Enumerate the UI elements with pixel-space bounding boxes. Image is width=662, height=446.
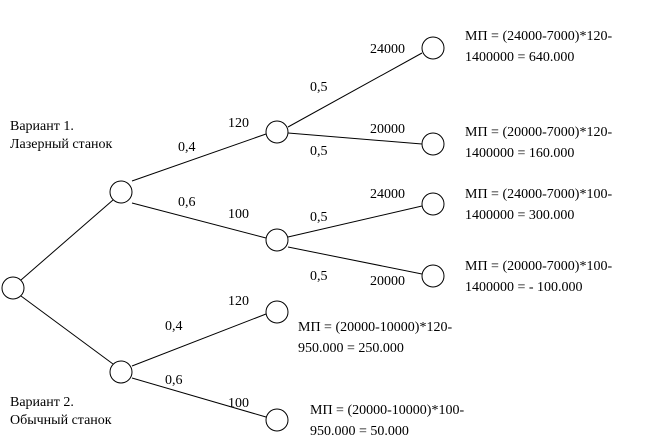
- edge-label: 0,5: [310, 80, 328, 95]
- outcome-line: МП = (24000-7000)*120-: [465, 29, 612, 44]
- outcome-line: 1400000 = 160.000: [465, 146, 574, 161]
- edge: [287, 246, 423, 275]
- outcome-line: 1400000 = - 100.000: [465, 280, 583, 295]
- outcome-line: 1400000 = 300.000: [465, 208, 574, 223]
- node: [421, 264, 445, 288]
- edge: [131, 313, 267, 367]
- node: [109, 180, 133, 204]
- outcome-line: 950.000 = 50.000: [310, 424, 409, 439]
- edge-label: 0,4: [178, 140, 196, 155]
- edge-label: 24000: [370, 42, 405, 57]
- outcome-line: МП = (20000-7000)*100-: [465, 259, 612, 274]
- edge-label: 100: [228, 207, 249, 222]
- edge: [20, 199, 114, 281]
- edge: [287, 132, 423, 145]
- edge-label: 20000: [370, 274, 405, 289]
- edge-label: 24000: [370, 187, 405, 202]
- edge-label: 20000: [370, 122, 405, 137]
- outcome-line: 950.000 = 250.000: [298, 341, 404, 356]
- node: [265, 408, 289, 432]
- outcome-line: МП = (20000-7000)*120-: [465, 125, 612, 140]
- edge-label: 0,5: [310, 210, 328, 225]
- variant-name: Обычный станок: [10, 413, 112, 428]
- edge: [131, 133, 267, 182]
- edge-label: 0,6: [165, 373, 183, 388]
- edge: [131, 202, 267, 239]
- edge-label: 0,4: [165, 319, 183, 334]
- node: [265, 120, 289, 144]
- edge: [287, 52, 423, 128]
- edges: [20, 52, 423, 418]
- node: [421, 192, 445, 216]
- outcome-line: МП = (20000-10000)*120-: [298, 320, 452, 335]
- node: [421, 132, 445, 156]
- edge: [20, 295, 114, 365]
- node: [109, 360, 133, 384]
- edge-label: 0,5: [310, 269, 328, 284]
- node: [265, 300, 289, 324]
- edge-label: 100: [228, 396, 249, 411]
- node: [265, 228, 289, 252]
- variant-title: Вариант 1.: [10, 119, 74, 134]
- edge: [131, 377, 267, 418]
- variant-name: Лазерный станок: [10, 137, 113, 152]
- edge-label: 0,5: [310, 144, 328, 159]
- edge-label: 120: [228, 116, 249, 131]
- outcome-line: МП = (24000-7000)*100-: [465, 187, 612, 202]
- edge-label: 0,6: [178, 195, 196, 210]
- nodes: [1, 36, 445, 432]
- edge-label: 120: [228, 294, 249, 309]
- outcome-line: 1400000 = 640.000: [465, 50, 574, 65]
- node: [421, 36, 445, 60]
- variant-title: Вариант 2.: [10, 395, 74, 410]
- edge: [287, 205, 423, 238]
- node: [1, 276, 25, 300]
- outcome-line: МП = (20000-10000)*100-: [310, 403, 464, 418]
